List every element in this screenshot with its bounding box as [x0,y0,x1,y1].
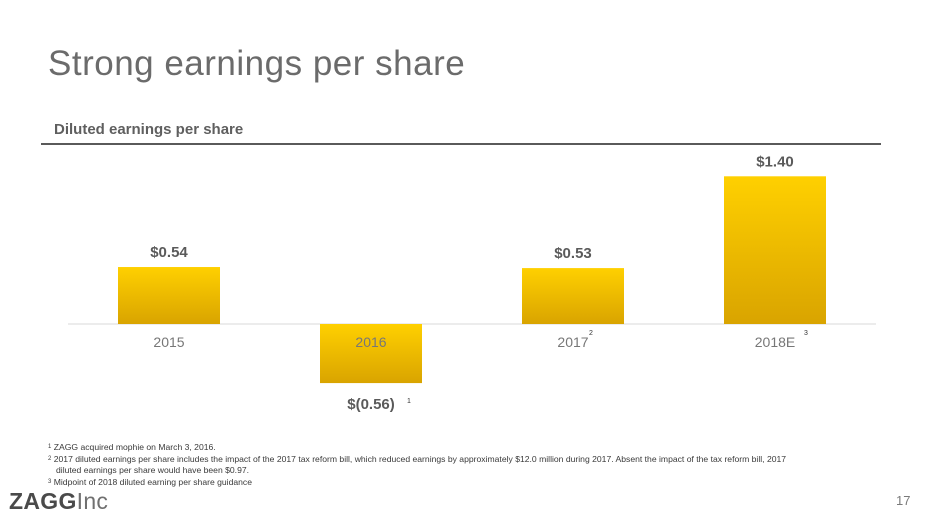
footnote-2: 2 2017 diluted earnings per share includ… [48,453,787,464]
footnote-marker-2017: 2 [589,330,593,337]
zagg-logo: ZAGGInc [9,488,109,514]
x-tick-label-2015: 2015 [153,334,184,350]
bar-2016 [320,324,422,384]
x-tick-label-2016: 2016 [355,334,386,350]
footnote-3: 3 Midpoint of 2018 diluted earning per s… [48,476,253,487]
data-label-2016: $(0.56) [347,396,395,413]
data-label-2015: $0.54 [150,244,188,261]
bar-2017 [522,268,624,324]
footnote-2-continuation: diluted earnings per share would have be… [56,465,250,475]
bar-2018E [724,176,826,324]
slide-title: Strong earnings per share [48,44,466,83]
data-label-2018E: $1.40 [756,153,794,170]
chart-title: Diluted earnings per share [54,121,244,138]
page-number: 17 [896,493,911,508]
footnote-1: 1 ZAGG acquired mophie on March 3, 2016. [48,442,216,452]
x-tick-label-2017: 2017 [557,334,588,350]
x-tick-label-2018E: 2018E [755,334,795,350]
data-label-2017: $0.53 [554,245,592,262]
footnote-marker-2016: 1 [407,398,411,405]
footnotes: 1 ZAGG acquired mophie on March 3, 2016.… [48,442,918,488]
footnote-marker-2018E: 3 [804,330,808,337]
bar-2015 [118,267,220,324]
chart-title-divider [41,143,881,145]
